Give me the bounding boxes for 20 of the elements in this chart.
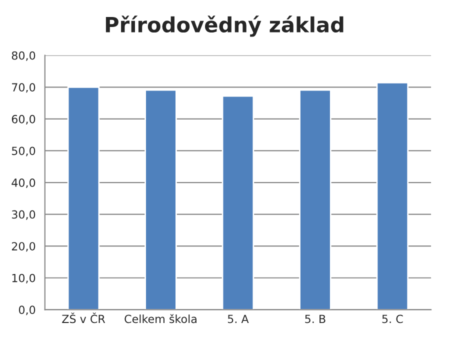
x-tick-label: ZŠ v ČR [62,312,106,324]
x-tick-label: 5. C [382,314,403,324]
chart-title: Přírodovědný základ [106,16,344,37]
bar [376,82,409,310]
x-tick-label: 5. B [305,314,326,324]
x-tick-label: 5. A [228,314,249,324]
y-tick-label: 50,0 [12,146,36,156]
bar [67,86,100,310]
y-tick-label: 30,0 [12,210,36,220]
y-tick-label: 40,0 [12,178,36,188]
y-tick-label: 80,0 [12,51,36,61]
bar [144,89,177,310]
y-tick-label: 70,0 [12,83,36,93]
y-tick-label: 10,0 [12,274,36,284]
y-tick-label: 60,0 [12,114,36,124]
x-tick-label: Celkem škola [124,314,196,324]
y-tick-label: 0,0 [18,306,36,316]
bar [222,95,254,310]
bar [299,89,332,310]
y-tick-label: 20,0 [12,242,36,252]
